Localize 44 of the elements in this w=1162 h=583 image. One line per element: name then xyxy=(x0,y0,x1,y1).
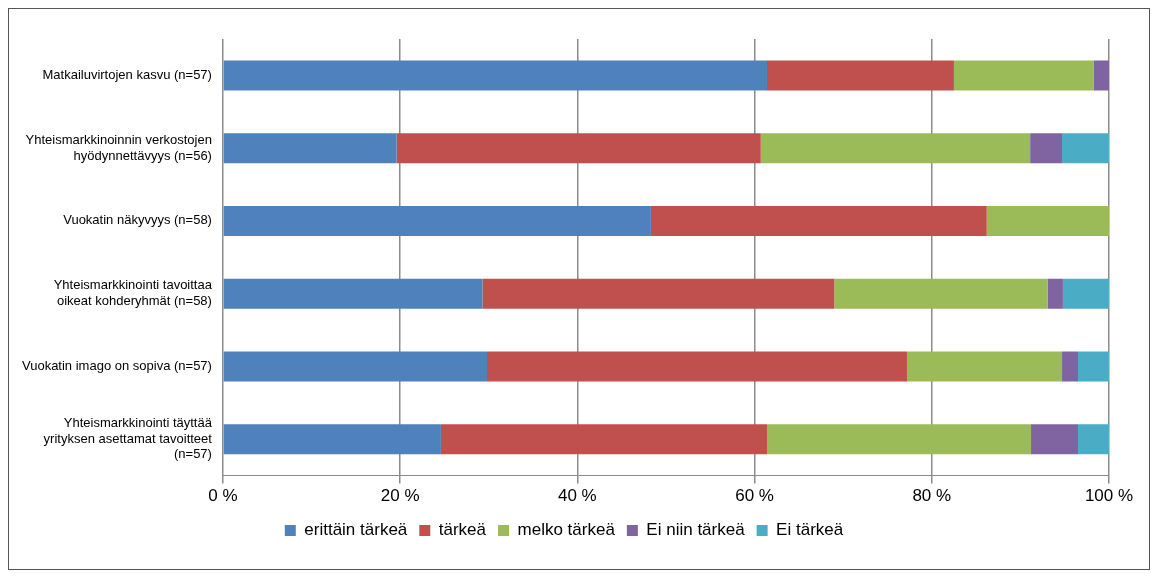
bar xyxy=(223,278,483,309)
bar xyxy=(486,351,907,382)
x-tick-label: 0 % xyxy=(208,486,238,506)
bar xyxy=(906,351,1063,382)
bar xyxy=(766,424,1032,455)
x-tick-label: 40 % xyxy=(557,486,597,506)
y-tick-label: Yhteismarkkinoinnin verkostojen hyödynnettävyys (n=56) xyxy=(25,131,212,163)
bar xyxy=(223,205,651,236)
bar xyxy=(953,60,1094,91)
bar xyxy=(1062,351,1078,382)
bar xyxy=(1031,424,1078,455)
bar xyxy=(1077,351,1109,382)
bar xyxy=(1077,424,1109,455)
bar xyxy=(440,424,767,455)
bar xyxy=(223,351,487,382)
bar xyxy=(1093,60,1109,91)
bar xyxy=(223,424,441,455)
legend-label: melko tärkeä xyxy=(517,520,616,540)
legend-label: erittäin tärkeä xyxy=(304,520,408,540)
bar xyxy=(1047,278,1063,309)
bar xyxy=(1062,133,1109,164)
bar xyxy=(396,133,761,164)
bar xyxy=(482,278,835,309)
bar xyxy=(1030,133,1063,164)
bar xyxy=(834,278,1048,309)
legend-label: tärkeä xyxy=(438,520,487,540)
bar xyxy=(223,60,767,91)
bar xyxy=(766,60,954,91)
bar xyxy=(760,133,1031,164)
y-tick-label: Vuokatin imago on sopiva (n=57) xyxy=(21,358,212,374)
bar xyxy=(223,133,397,164)
bar xyxy=(650,205,987,236)
x-tick-label: 100 % xyxy=(1084,486,1134,506)
x-tick-label: 80 % xyxy=(912,486,952,506)
x-tick-label: 20 % xyxy=(380,486,420,506)
y-tick-label: Vuokatin näkyvyys (n=58) xyxy=(63,212,212,228)
bar xyxy=(986,205,1109,236)
bar xyxy=(1062,278,1109,309)
y-tick-label: Matkailuvirtojen kasvu (n=57) xyxy=(42,66,212,82)
y-tick-label: Yhteismarkkinointi tavoittaa oikeat kohderyhmät (n=58) xyxy=(53,277,213,309)
legend-label: Ei niin tärkeä xyxy=(646,520,746,540)
x-tick-label: 60 % xyxy=(735,486,774,506)
y-tick-label: Yhteismarkkinointi täyttää yrityksen asettamat tavoitteet (n=57) xyxy=(43,415,213,462)
legend-label: Ei tärkeä xyxy=(776,520,844,540)
